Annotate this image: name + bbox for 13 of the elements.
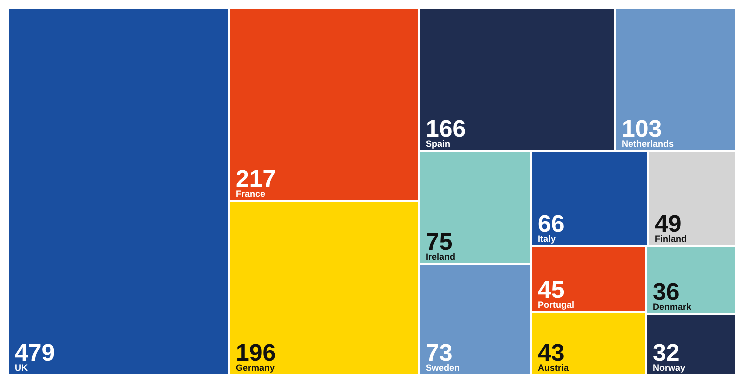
category-label: Sweden [426,363,460,373]
category-label: Ireland [426,252,456,262]
category-label: Netherlands [622,139,674,149]
category-label: Portugal [538,300,575,310]
category-label: UK [15,363,28,373]
category-label: Spain [426,139,451,149]
category-label: Austria [538,363,570,373]
category-label: France [236,189,266,199]
category-label: Germany [236,363,276,373]
category-label: Denmark [653,302,693,312]
category-label: Norway [653,363,686,373]
category-label: Italy [538,234,556,244]
category-label: Finland [655,234,687,244]
